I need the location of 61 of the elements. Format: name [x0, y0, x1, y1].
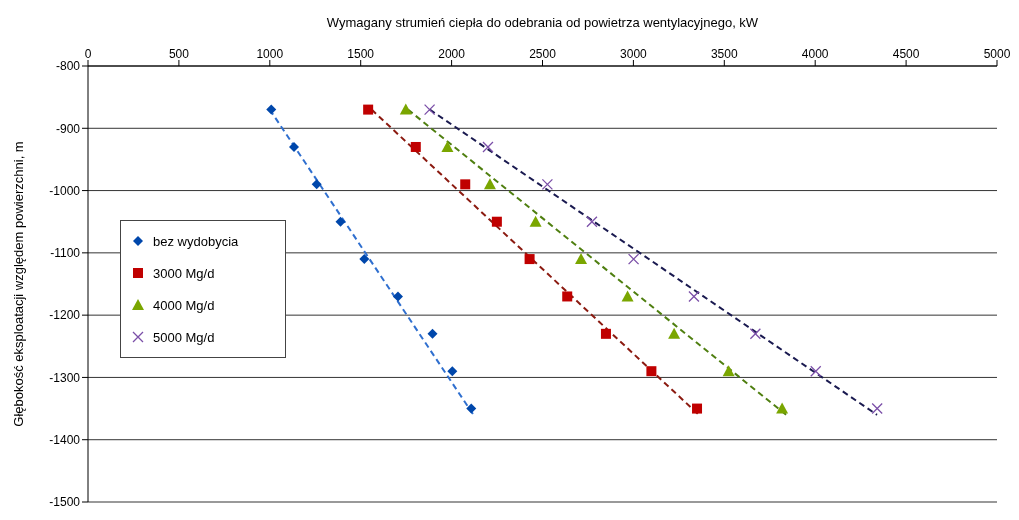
point	[427, 328, 438, 339]
legend-label: 3000 Mg/d	[153, 265, 215, 281]
x-tick-label: 500	[168, 47, 190, 61]
point	[668, 327, 681, 339]
point	[392, 291, 403, 302]
point	[749, 328, 762, 340]
x-tick-label: 4500	[892, 47, 920, 61]
legend-label: 5000 Mg/d	[153, 329, 215, 345]
point	[688, 290, 700, 303]
y-tick-label: -1300	[49, 370, 81, 385]
x-tick-label: 4000	[801, 47, 829, 61]
point	[460, 179, 471, 190]
point	[447, 366, 458, 377]
point	[627, 253, 640, 265]
point	[441, 140, 454, 152]
point	[722, 365, 735, 377]
x-axis-title: Wymagany strumień ciepła do odebrania od powietrza wentylacyjnego, kW	[326, 15, 759, 31]
point	[410, 141, 421, 152]
point	[692, 403, 703, 414]
y-axis-title: Głębokość eksploatacji względem powierzchni, m	[10, 141, 26, 427]
point	[621, 290, 634, 302]
x-tick-label: 3500	[710, 47, 738, 61]
y-tick-label: -1200	[49, 308, 81, 323]
point	[482, 141, 494, 153]
legend-label: bez wydobycia	[153, 233, 239, 249]
point	[646, 366, 657, 377]
point	[529, 215, 542, 227]
legend-label: 4000 Mg/d	[153, 297, 215, 313]
point	[586, 216, 598, 228]
point	[776, 402, 789, 414]
point	[562, 291, 573, 302]
x-tick-label: 2000	[438, 47, 466, 61]
point	[363, 104, 374, 115]
x-tick-label: 3000	[620, 47, 648, 61]
point	[491, 216, 502, 227]
point	[359, 254, 370, 265]
point	[311, 179, 322, 190]
y-tick-label: -900	[55, 121, 81, 136]
x-tick-label: 1000	[256, 47, 284, 61]
point	[541, 178, 554, 190]
y-tick-label: -1100	[50, 246, 81, 261]
x-tick-label: 0	[84, 47, 92, 61]
point	[483, 178, 496, 190]
x-tick-label: 5000	[983, 47, 1011, 61]
point	[575, 253, 588, 265]
y-tick-label: -1000	[49, 183, 81, 198]
y-tick-label: -1500	[49, 495, 81, 510]
point	[399, 103, 412, 115]
point	[871, 402, 883, 415]
point	[288, 141, 299, 152]
y-tick-label: -1400	[49, 432, 81, 447]
point	[466, 403, 477, 414]
y-tick-label: -800	[55, 59, 81, 74]
point	[423, 103, 436, 116]
x-tick-label: 2500	[529, 47, 557, 61]
point	[524, 254, 535, 265]
x-tick-label: 1500	[347, 47, 375, 61]
point	[266, 104, 277, 115]
point	[335, 216, 346, 227]
point	[810, 365, 822, 377]
point	[600, 328, 611, 339]
